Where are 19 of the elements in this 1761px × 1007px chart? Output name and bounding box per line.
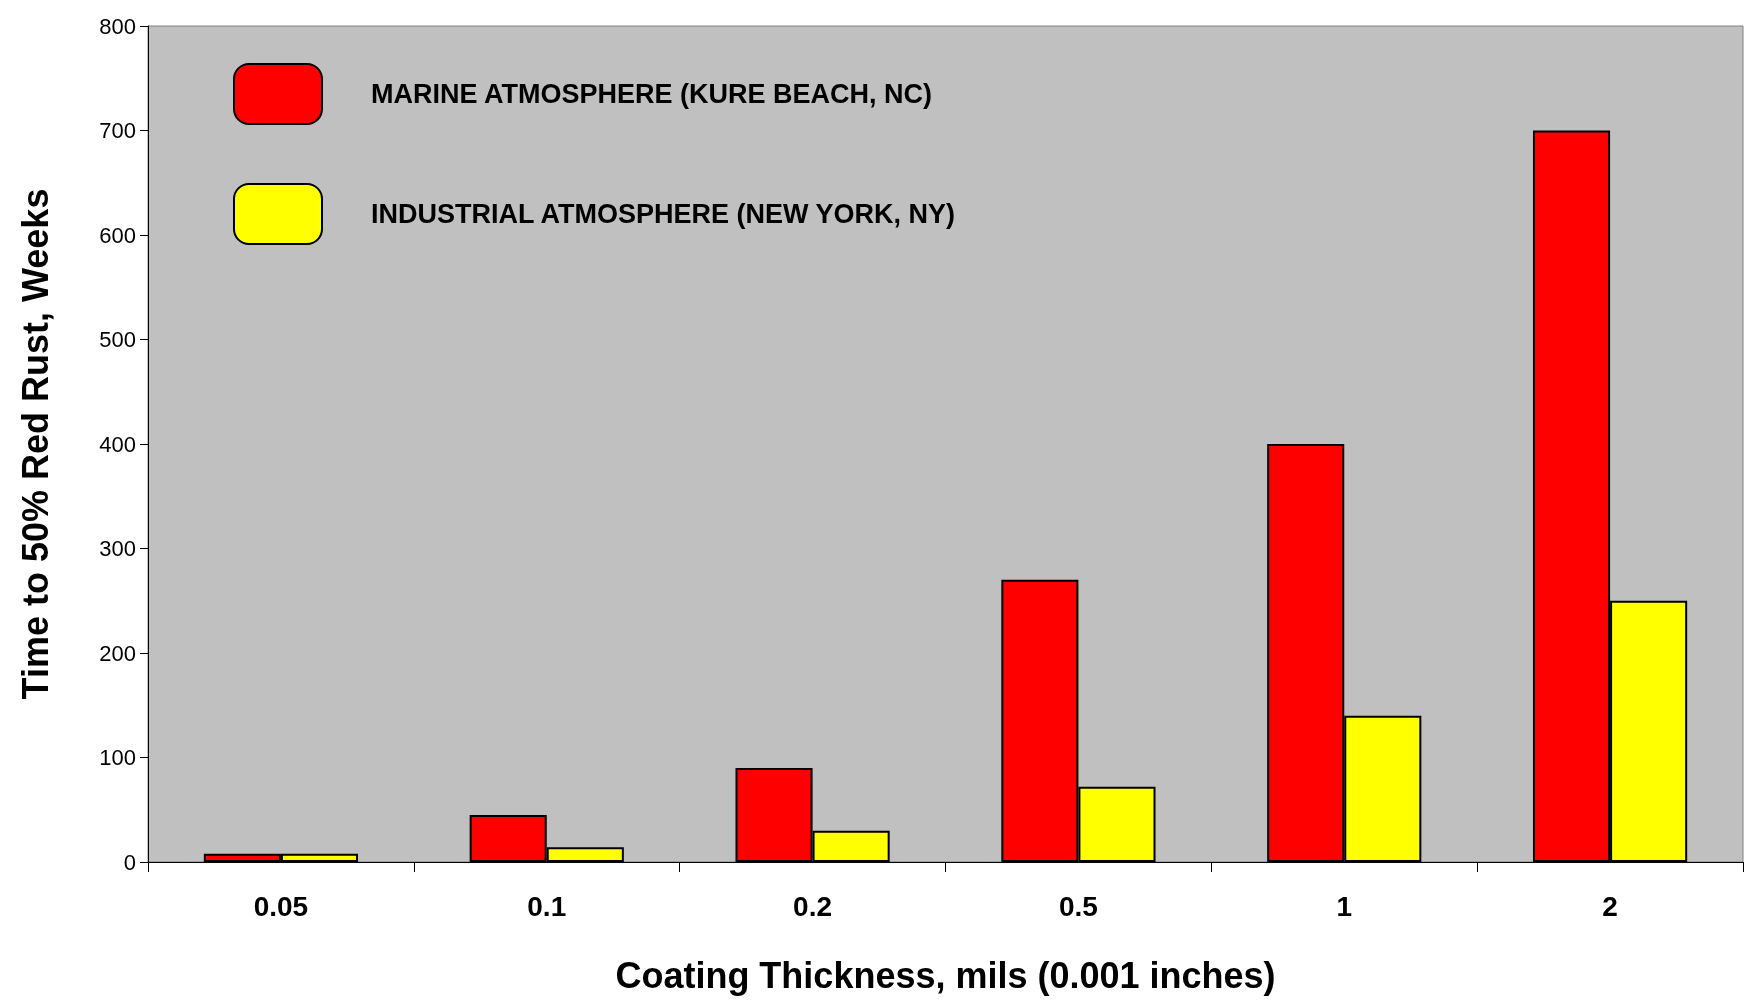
y-tick-label: 800: [99, 13, 136, 39]
y-tick-label: 100: [99, 745, 136, 770]
y-tick-label: 700: [99, 118, 136, 143]
x-tick-label: 0.2: [793, 890, 833, 922]
y-axis-title: Time to 50% Red Rust, Weeks: [14, 188, 56, 700]
y-tick-label: 500: [99, 327, 136, 352]
x-tick-label: 0.5: [1058, 890, 1098, 922]
x-axis-title: Coating Thickness, mils (0.001 inches): [615, 954, 1276, 996]
x-tick-label: 0.1: [527, 890, 567, 922]
legend-label: MARINE ATMOSPHERE (KURE BEACH, NC): [371, 79, 933, 109]
y-tick-label: 200: [99, 640, 136, 666]
y-tick-label: 300: [99, 536, 136, 561]
x-tick-label: 0.05: [253, 890, 309, 922]
x-tick-label: 2: [1602, 890, 1618, 922]
y-tick-label: 600: [99, 222, 136, 248]
y-tick-label: 0: [123, 849, 136, 875]
y-tick-label: 400: [99, 431, 136, 457]
legend-label: INDUSTRIAL ATMOSPHERE (NEW YORK, NY): [371, 199, 956, 229]
x-tick-label: 1: [1336, 890, 1353, 922]
